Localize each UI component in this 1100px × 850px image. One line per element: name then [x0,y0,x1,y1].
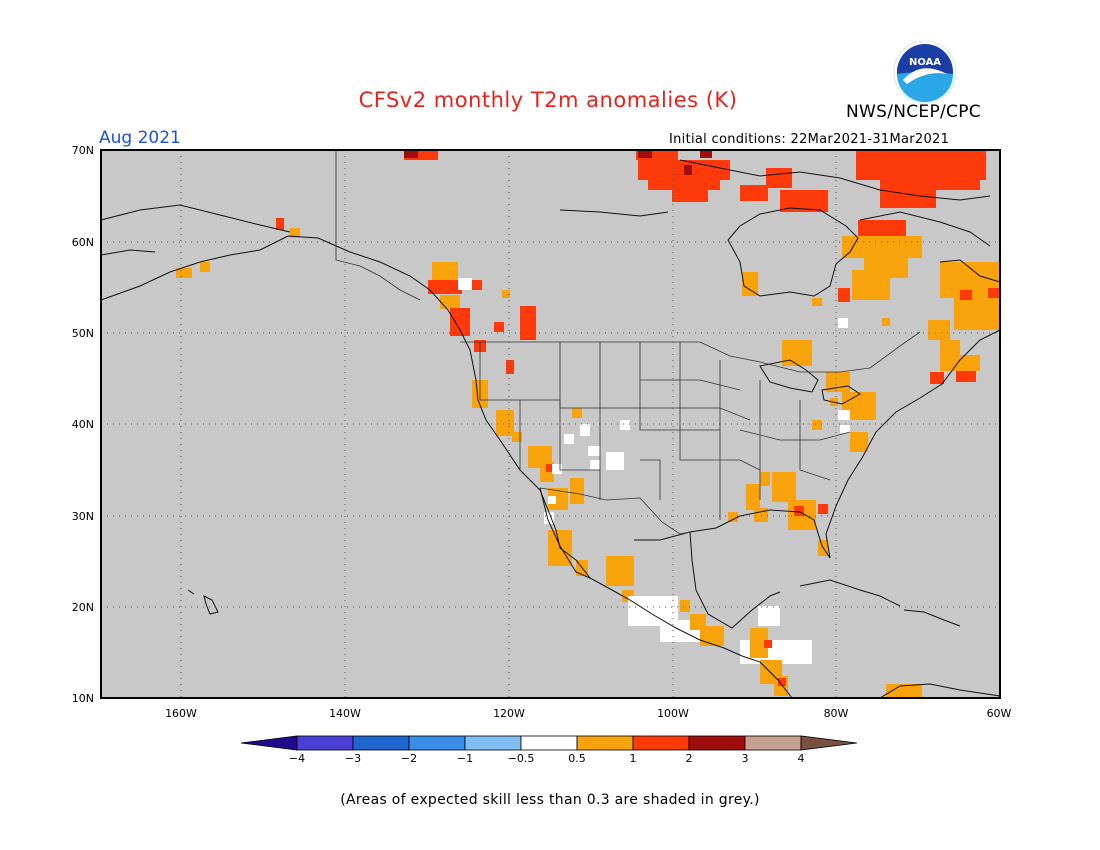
lat-label: 30N [72,510,94,523]
borders [335,150,921,535]
colorbar-label: −1 [457,752,473,765]
org-label: NWS/NCEP/CPC [846,102,981,122]
colorbar-labels: −4 −3 −2 −1 −0.5 0.5 1 2 3 4 [289,752,805,765]
colorbar-bin [632,735,690,751]
northeast-neutral [838,318,850,433]
lat-label: 50N [72,327,94,340]
pacific-nw-red [276,218,536,374]
colorbar-label: −4 [289,752,305,765]
colorbar-label: 4 [798,752,805,765]
logo-text: NOAA [909,57,941,68]
lon-label: 140W [329,707,361,720]
colorbar-label: 2 [686,752,693,765]
lon-label: 120W [493,707,525,720]
footnote: (Areas of expected skill less than 0.3 a… [340,792,760,808]
central-america-red [764,640,786,686]
southeast-warm [728,472,828,556]
southeast-red [794,504,828,516]
lat-label: 60N [72,236,94,249]
lon-label: 60W [987,707,1012,720]
colorbar-arrow-high [800,735,858,751]
southwest-neutral [544,420,630,524]
lat-label: 70N [72,144,94,157]
lon-label: 160W [165,707,197,720]
logo-bird-icon [903,68,947,84]
colorbar-label: 1 [630,752,637,765]
lat-label: 40N [72,418,94,431]
colorbar-bin [352,735,410,751]
labrador-red [838,288,1000,384]
colorbar-label: −0.5 [508,752,535,765]
map-frame [100,149,1001,699]
initial-conditions-label: Initial conditions: 22Mar2021-31Mar2021 [669,132,950,147]
chart-title: CFSv2 monthly T2m anomalies (K) [358,88,738,112]
colorbar-arrow-low [240,735,298,751]
colorbar-bin [688,735,746,751]
lon-label: 100W [657,707,689,720]
graticule [101,150,1000,698]
maritimes-warm [940,355,980,371]
colorbar-bin [520,735,578,751]
pacific-nw-neutral [458,278,472,290]
lon-label: 80W [824,707,849,720]
southwest-red [546,464,554,472]
arctic-warm-patch [404,150,986,238]
colorbar-label: 0.5 [568,752,586,765]
colorbar [240,735,858,751]
lat-labels: 70N 60N 50N 40N 30N 20N 10N [72,144,94,705]
colorbar-bin [296,735,354,751]
month-label: Aug 2021 [99,128,181,148]
colorbar-label: −2 [401,752,417,765]
lon-labels: 160W 140W 120W 100W 80W 60W [165,707,1011,720]
arctic-hot-cells [404,150,712,175]
colorbar-label: −3 [345,752,361,765]
coastlines [100,159,1001,699]
lat-label: 20N [72,601,94,614]
colorbar-label: 3 [742,752,749,765]
colorbar-bin [464,735,522,751]
colorbar-bin [576,735,634,751]
lat-label: 10N [72,692,94,705]
colorbar-bin [744,735,802,751]
noaa-logo: NOAA [893,40,957,104]
colorbar-bin [408,735,466,751]
